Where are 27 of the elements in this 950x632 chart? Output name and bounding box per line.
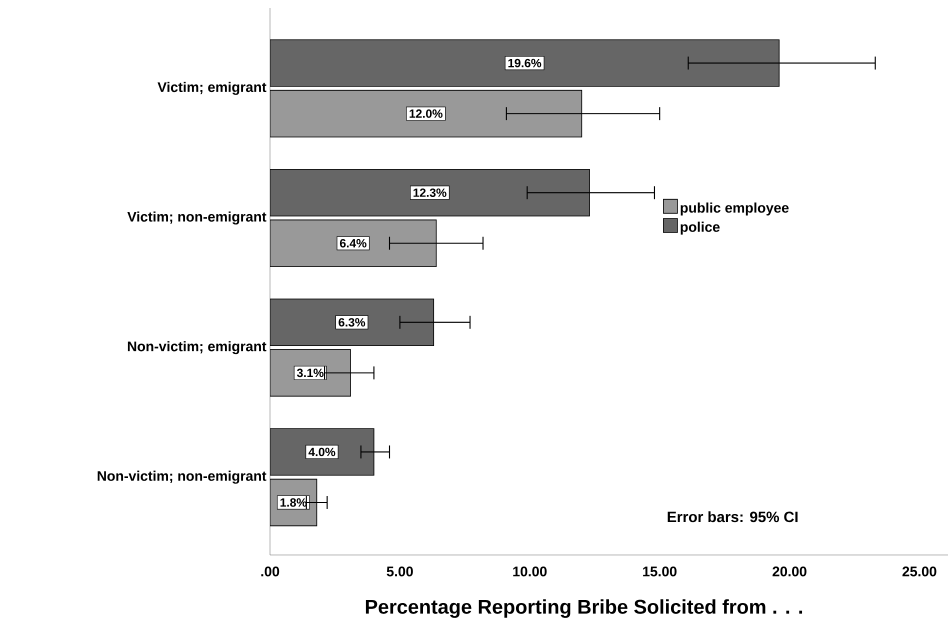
x-tick-label: 10.00	[513, 566, 547, 576]
legend-label: public employee	[680, 202, 789, 216]
bar	[270, 168, 590, 216]
x-tick-label: 20.00	[772, 566, 806, 576]
y-tick-label: Non-victim; non-emigrant	[98, 470, 266, 484]
y-tick-label: Victim; emigrant	[158, 82, 266, 95]
x-tick-label: .00	[261, 566, 280, 576]
x-tick-label: 5.00	[386, 566, 413, 576]
data-label: 19.6%	[508, 58, 542, 68]
bar	[270, 39, 780, 87]
legend-label: police	[680, 222, 720, 235]
data-label: 12.0%	[410, 109, 442, 118]
bar	[270, 428, 374, 476]
data-label: 4.0%	[308, 448, 336, 456]
y-tick-label: Non-victim; emigrant	[128, 341, 266, 354]
data-label: 3.1%	[296, 368, 324, 378]
annotation: Error bars: 95% CI	[668, 511, 798, 522]
data-label: 6.4%	[340, 239, 366, 248]
x-tick-label: 15.00	[643, 566, 677, 576]
bar	[270, 298, 434, 346]
x-axis-title: Percentage Reporting Bribe Solicited from . . .	[366, 599, 802, 618]
bar	[270, 220, 437, 267]
data-label: 12.3%	[414, 188, 446, 197]
data-label: 6.3%	[338, 318, 366, 327]
bar	[270, 90, 582, 138]
x-tick-label: 25.00	[902, 566, 936, 576]
y-tick-label: Victim; non-emigrant	[127, 211, 266, 225]
